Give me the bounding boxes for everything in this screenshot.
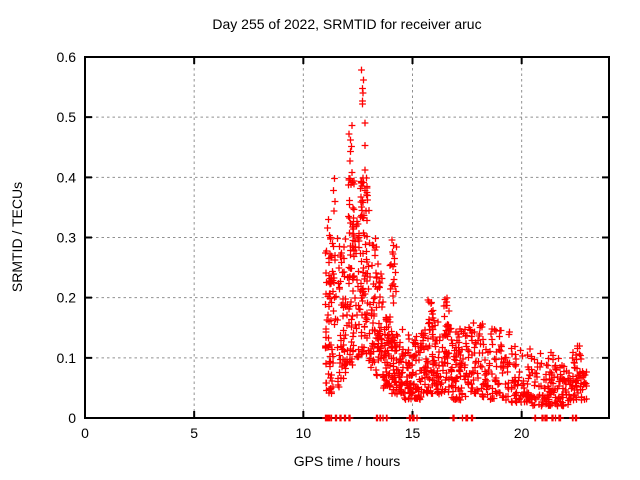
tick-marks	[84, 56, 609, 419]
y-axis-title-text: SRMTID / TECUs	[9, 181, 25, 293]
y-tick-label-0.4: 0.4	[57, 169, 77, 185]
y-tick-label-0.6: 0.6	[57, 49, 77, 65]
grid-lines	[85, 57, 609, 418]
data-points	[322, 66, 590, 422]
chart-title: Day 255 of 2022, SRMTID for receiver aru…	[212, 16, 482, 32]
y-tick-label-0.5: 0.5	[57, 109, 77, 125]
x-tick-label-20: 20	[514, 425, 530, 441]
x-tick-label-10: 10	[296, 425, 312, 441]
x-axis-title: GPS time / hours	[293, 453, 401, 469]
x-tick-label-0: 0	[81, 425, 89, 441]
y-tick-label-0.1: 0.1	[57, 350, 77, 366]
y-tick-label-0.3: 0.3	[57, 230, 77, 246]
x-tick-label-15: 15	[405, 425, 421, 441]
y-tick-label-0: 0	[68, 410, 76, 426]
y-tick-label-0.2: 0.2	[57, 290, 77, 306]
y-axis-title: SRMTID / TECUs	[0, 0, 25, 480]
x-tick-label-5: 5	[190, 425, 198, 441]
